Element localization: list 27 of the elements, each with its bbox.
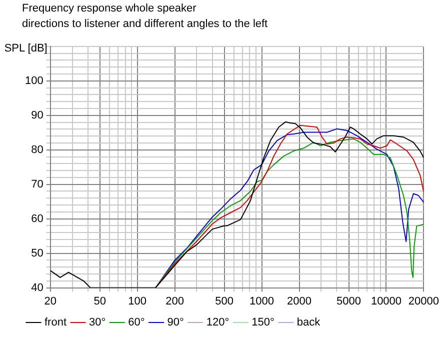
y-tick-label: 90 <box>31 109 44 122</box>
x-tick-label: 20000 <box>408 295 440 308</box>
legend-label: front <box>44 316 67 329</box>
y-tick-label: 100 <box>24 74 44 87</box>
legend-label: 60° <box>128 316 145 329</box>
x-tick-label: 1000 <box>250 295 274 308</box>
x-tick-label: 20 <box>44 295 56 308</box>
y-tick-label: 80 <box>31 144 44 156</box>
x-tick-label: 500 <box>215 295 234 308</box>
y-tick-label: 70 <box>31 178 44 190</box>
x-tick-label: 2000 <box>287 295 312 308</box>
x-tick-label: 5000 <box>336 295 362 308</box>
x-tick-label: 200 <box>166 295 184 308</box>
y-tick-label: 60 <box>31 212 44 225</box>
y-axis-title: SPL [dB] <box>4 42 48 54</box>
y-tick-label: 50 <box>31 247 44 260</box>
chart-subtitle: directions to listener and different angles to the left <box>22 18 268 30</box>
legend-label: 30° <box>89 316 106 329</box>
legend-label: 150° <box>252 316 274 329</box>
x-tick-label: 10000 <box>370 295 402 308</box>
y-tick-label: 40 <box>31 282 44 294</box>
legend-label: 90° <box>167 316 184 329</box>
legend-label: 120° <box>206 316 230 329</box>
legend-label: back <box>296 316 321 329</box>
x-tick-label: 50 <box>94 295 106 308</box>
chart-title: Frequency response whole speaker <box>22 2 197 15</box>
x-tick-label: 100 <box>128 295 147 308</box>
